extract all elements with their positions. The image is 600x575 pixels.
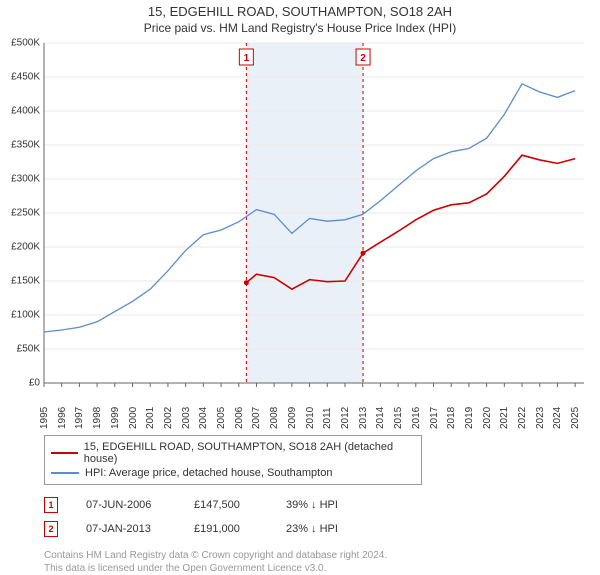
transaction-price: £147,500 [194, 499, 258, 511]
x-tick-label: 2012 [340, 393, 351, 429]
x-tick-label: 2002 [163, 393, 174, 429]
x-tick-label: 2003 [181, 393, 192, 429]
series-point [244, 280, 249, 285]
marker-label: 1 [239, 49, 253, 65]
caption-line-2: This data is licensed under the Open Gov… [44, 562, 600, 575]
x-tick-label: 2014 [375, 393, 386, 429]
marker-label: 2 [356, 49, 370, 65]
y-tick-label: £300K [2, 174, 40, 185]
chart-container: 12 £0£50K£100K£150K£200K£250K£300K£350K£… [0, 39, 600, 429]
y-tick-label: £50K [2, 344, 40, 355]
x-tick-label: 2005 [216, 393, 227, 429]
svg-text:1: 1 [244, 53, 250, 64]
x-tick-label: 1999 [110, 393, 121, 429]
y-tick-label: £150K [2, 276, 40, 287]
x-tick-label: 2017 [429, 393, 440, 429]
x-tick-label: 1995 [39, 393, 50, 429]
transaction-diff: 39% HPI [286, 499, 376, 511]
legend-label: 15, EDGEHILL ROAD, SOUTHAMPTON, SO18 2AH… [84, 441, 415, 465]
x-tick-label: 2010 [305, 393, 316, 429]
transaction-marker: 1 [44, 497, 58, 513]
x-tick-label: 2000 [128, 393, 139, 429]
page-subtitle: Price paid vs. HM Land Registry's House … [0, 21, 600, 35]
x-tick-label: 1996 [57, 393, 68, 429]
x-tick-label: 2001 [145, 393, 156, 429]
legend-swatch [51, 452, 78, 454]
x-tick-label: 1997 [74, 393, 85, 429]
x-tick-label: 2022 [517, 393, 528, 429]
transaction-date: 07-JUN-2006 [86, 499, 166, 511]
x-tick-label: 1998 [92, 393, 103, 429]
x-tick-label: 2013 [358, 393, 369, 429]
x-tick-label: 2016 [411, 393, 422, 429]
x-tick-label: 2007 [251, 393, 262, 429]
transaction-diff: 23% HPI [286, 523, 376, 535]
y-tick-label: £450K [2, 72, 40, 83]
y-tick-label: £250K [2, 208, 40, 219]
y-tick-label: £200K [2, 242, 40, 253]
legend-item: 15, EDGEHILL ROAD, SOUTHAMPTON, SO18 2AH… [51, 440, 415, 466]
svg-text:2: 2 [360, 53, 366, 64]
page-title: 15, EDGEHILL ROAD, SOUTHAMPTON, SO18 2AH [0, 4, 600, 19]
legend-swatch [51, 472, 79, 474]
x-tick-label: 2021 [499, 393, 510, 429]
y-tick-label: £400K [2, 106, 40, 117]
y-tick-label: £350K [2, 140, 40, 151]
x-tick-label: 2006 [234, 393, 245, 429]
x-tick-label: 2018 [446, 393, 457, 429]
data-caption: Contains HM Land Registry data © Crown c… [44, 549, 600, 575]
transaction-date: 07-JAN-2013 [86, 523, 166, 535]
transaction-marker: 2 [44, 521, 58, 537]
x-tick-label: 2025 [570, 393, 581, 429]
legend: 15, EDGEHILL ROAD, SOUTHAMPTON, SO18 2AH… [44, 435, 422, 485]
x-tick-label: 2020 [482, 393, 493, 429]
x-tick-label: 2008 [269, 393, 280, 429]
transactions-table: 1 07-JUN-2006 £147,500 39% HPI 2 07-JAN-2013 £… [44, 493, 600, 541]
x-tick-label: 2023 [535, 393, 546, 429]
transaction-row: 1 07-JUN-2006 £147,500 39% HPI [44, 493, 600, 517]
series-point [361, 251, 366, 256]
transaction-row: 2 07-JAN-2013 £191,000 23% HPI [44, 517, 600, 541]
x-tick-label: 2024 [552, 393, 563, 429]
legend-label: HPI: Average price, detached house, Sout… [85, 467, 332, 479]
arrow-down-icon [308, 499, 317, 511]
transaction-price: £191,000 [194, 523, 258, 535]
chart-svg: 12 [0, 39, 600, 429]
x-tick-label: 2004 [198, 393, 209, 429]
x-tick-label: 2019 [464, 393, 475, 429]
y-tick-label: £100K [2, 310, 40, 321]
y-tick-label: £500K [2, 38, 40, 49]
x-tick-label: 2015 [393, 393, 404, 429]
x-tick-label: 2009 [287, 393, 298, 429]
arrow-down-icon [308, 523, 317, 535]
x-tick-label: 2011 [322, 393, 333, 429]
caption-line-1: Contains HM Land Registry data © Crown c… [44, 549, 600, 562]
y-tick-label: £0 [2, 378, 40, 389]
legend-item: HPI: Average price, detached house, Sout… [51, 466, 415, 480]
